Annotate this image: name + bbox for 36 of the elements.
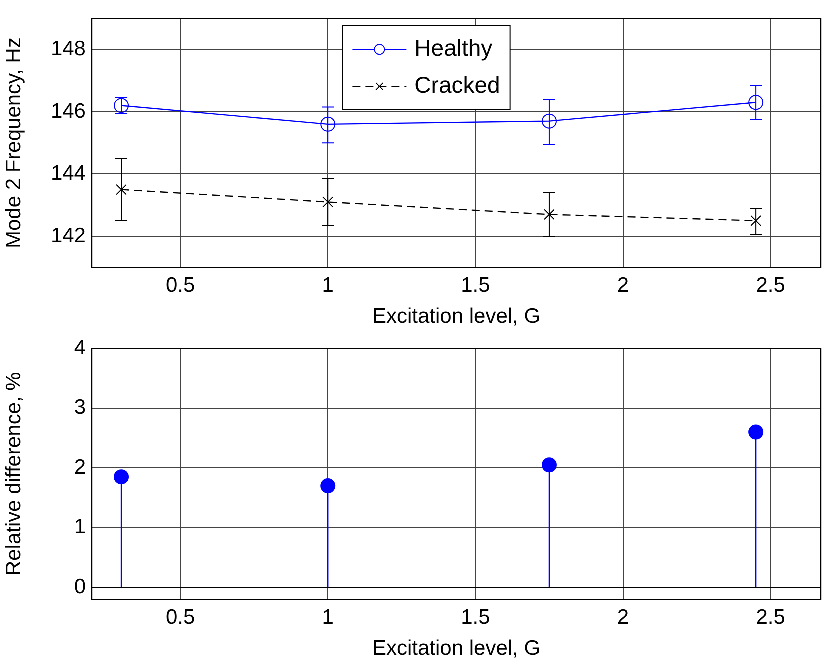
point <box>750 215 762 226</box>
y-axis-title: Mode 2 Frequency, Hz <box>2 38 26 249</box>
y-tick-label: 148 <box>50 38 86 61</box>
point <box>114 470 130 485</box>
point <box>542 458 557 473</box>
x-tick-label: 2 <box>617 606 630 629</box>
point <box>748 95 764 110</box>
point <box>544 209 555 220</box>
point <box>542 114 557 129</box>
point <box>320 116 336 132</box>
x-axis-title: Excitation level, G <box>372 305 541 328</box>
legend-label: Healthy <box>414 34 494 61</box>
x-tick-label: 1 <box>322 274 334 297</box>
y-axis-title: Relative difference, % <box>2 372 26 576</box>
x-tick-label: 1.5 <box>461 606 490 629</box>
y-tick-label: 4 <box>74 336 86 360</box>
x-tick-label: 1 <box>322 606 334 629</box>
y-tick-label: 146 <box>50 100 86 123</box>
point <box>116 184 127 196</box>
x-tick-label: 1.5 <box>461 274 490 297</box>
x-tick-label: 2.5 <box>756 274 786 297</box>
legend-label: Cracked <box>414 72 500 98</box>
y-tick-label: 142 <box>50 224 86 248</box>
point <box>322 196 334 208</box>
x-tick-label: 2.5 <box>756 606 786 629</box>
y-tick-label: 3 <box>74 396 86 420</box>
y-tick-label: 0 <box>74 575 86 598</box>
y-tick-label: 1 <box>74 516 86 539</box>
x-tick-label: 0.5 <box>166 606 196 629</box>
x-tick-label: 0.5 <box>166 274 196 297</box>
y-tick-label: 144 <box>50 162 86 186</box>
point <box>748 424 764 440</box>
y-tick-label: 2 <box>74 456 86 479</box>
point <box>320 478 336 494</box>
x-tick-label: 2 <box>617 274 630 297</box>
x-axis-title: Excitation level, G <box>372 637 541 660</box>
